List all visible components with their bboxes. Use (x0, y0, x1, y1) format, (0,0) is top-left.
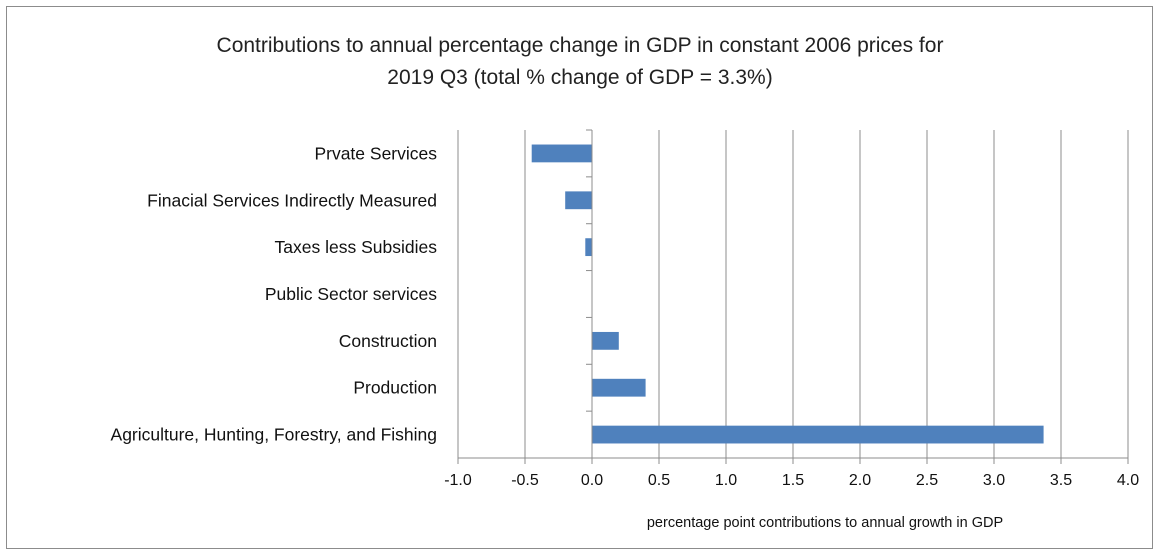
bar (592, 425, 1044, 444)
bar (531, 144, 592, 163)
bar (592, 378, 646, 397)
x-tick-label: 1.5 (782, 472, 804, 489)
x-tick-label: 0.0 (581, 472, 603, 489)
category-label: Construction (339, 331, 437, 351)
category-label: Finacial Services Indirectly Measured (147, 190, 437, 210)
value-axis: -1.0 -0.5 0.0 0.5 1.0 1.5 2.0 2.5 3.0 3.5 4.0 (444, 457, 1139, 489)
gridlines (457, 130, 1129, 458)
x-tick-label: 0.5 (648, 472, 670, 489)
bar (585, 238, 592, 257)
chart-title-line-1: Contributions to annual percentage chang… (216, 34, 944, 57)
x-axis-title: percentage point contributions to annual… (647, 515, 1003, 531)
category-axis: Prvate Services Finacial Services Indirec… (111, 129, 593, 459)
category-label: Prvate Services (314, 143, 437, 163)
x-tick-label: 4.0 (1117, 472, 1139, 489)
bar (592, 331, 619, 350)
category-label: Public Sector services (265, 284, 437, 304)
x-tick-label: 1.0 (715, 472, 737, 489)
bar (565, 191, 592, 210)
x-tick-label: -1.0 (444, 472, 472, 489)
x-tick-label: 2.0 (849, 472, 871, 489)
category-label: Production (353, 378, 437, 398)
x-tick-label: 2.5 (916, 472, 938, 489)
category-label: Agriculture, Hunting, Forestry, and Fish… (111, 425, 437, 445)
chart-title-line-2: 2019 Q3 (total % change of GDP = 3.3%) (387, 66, 773, 89)
chart-title: Contributions to annual percentage chang… (0, 30, 1160, 94)
x-tick-label: 3.0 (983, 472, 1005, 489)
x-tick-label: 3.5 (1050, 472, 1072, 489)
x-tick-label: -0.5 (511, 472, 539, 489)
category-label: Taxes less Subsidies (275, 237, 438, 257)
bars (531, 144, 1044, 444)
